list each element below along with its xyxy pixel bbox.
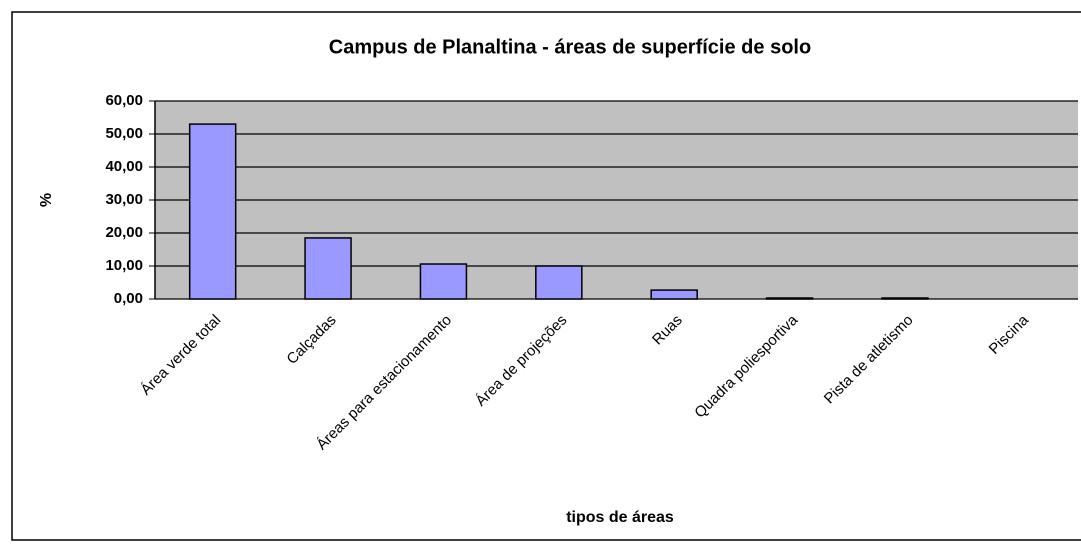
bar: [419, 263, 468, 300]
bar: [188, 123, 237, 300]
bar: [535, 265, 583, 300]
bar: [881, 297, 929, 300]
x-axis-title: tipos de áreas: [566, 509, 674, 526]
y-tick-label: 50,00: [105, 125, 143, 142]
bar: [765, 297, 814, 300]
y-axis-title: %: [38, 193, 55, 207]
y-tick-label: 40,00: [105, 158, 143, 175]
y-tick-label: 60,00: [105, 92, 143, 109]
bar: [304, 237, 352, 300]
y-tick-label: 10,00: [105, 257, 143, 274]
y-tick-label: 20,00: [105, 224, 143, 241]
bar: [650, 289, 698, 300]
y-tick-label: 0,00: [114, 290, 143, 307]
y-tick-label: 30,00: [105, 191, 143, 208]
chart-title: Campus de Planaltina - áreas de superfíc…: [329, 36, 811, 58]
